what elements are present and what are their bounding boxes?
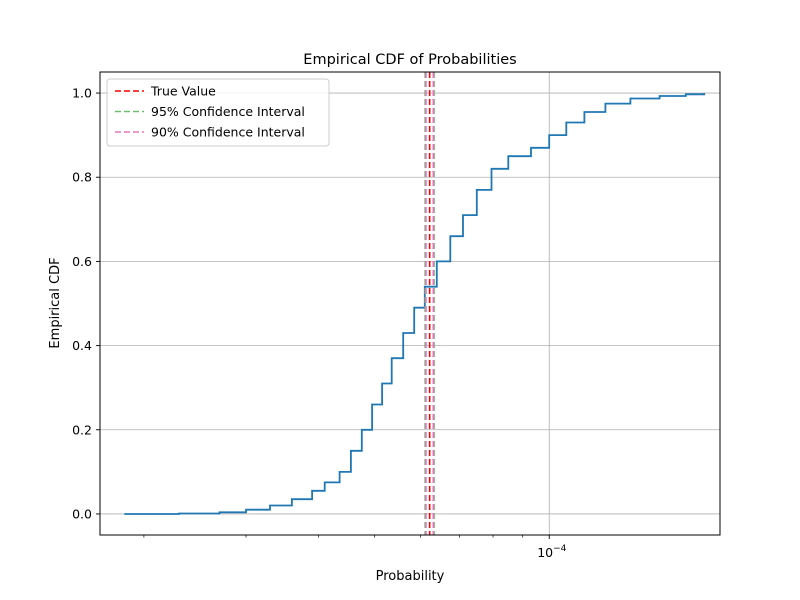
y-tick-label: 0.2 — [72, 422, 92, 437]
legend-label: 95% Confidence Interval — [151, 104, 305, 119]
axes-frame — [99, 71, 721, 536]
legend-label: 90% Confidence Interval — [151, 125, 305, 140]
y-tick-label: 0.6 — [72, 254, 92, 269]
legend-box — [106, 78, 330, 147]
y-tick-label: 0.8 — [72, 170, 92, 185]
y-tick-label: 1.0 — [72, 86, 92, 101]
legend: True Value 95% Confidence Interval 90% Con… — [106, 78, 330, 147]
x-tick-label: 10−4 — [537, 544, 566, 560]
chart-title: Empirical CDF of Probabilities — [303, 52, 516, 68]
plot-area: 0.0 0.2 0.4 0.6 0.8 1.0 10−4 True Value 95% Conf… — [72, 71, 721, 560]
y-tick-label: 0.0 — [72, 506, 92, 521]
y-tick-label: 0.4 — [72, 338, 92, 353]
legend-label: True Value — [150, 84, 216, 99]
x-axis-label: Probability — [376, 569, 445, 584]
y-axis-label: Empirical CDF — [48, 257, 63, 348]
